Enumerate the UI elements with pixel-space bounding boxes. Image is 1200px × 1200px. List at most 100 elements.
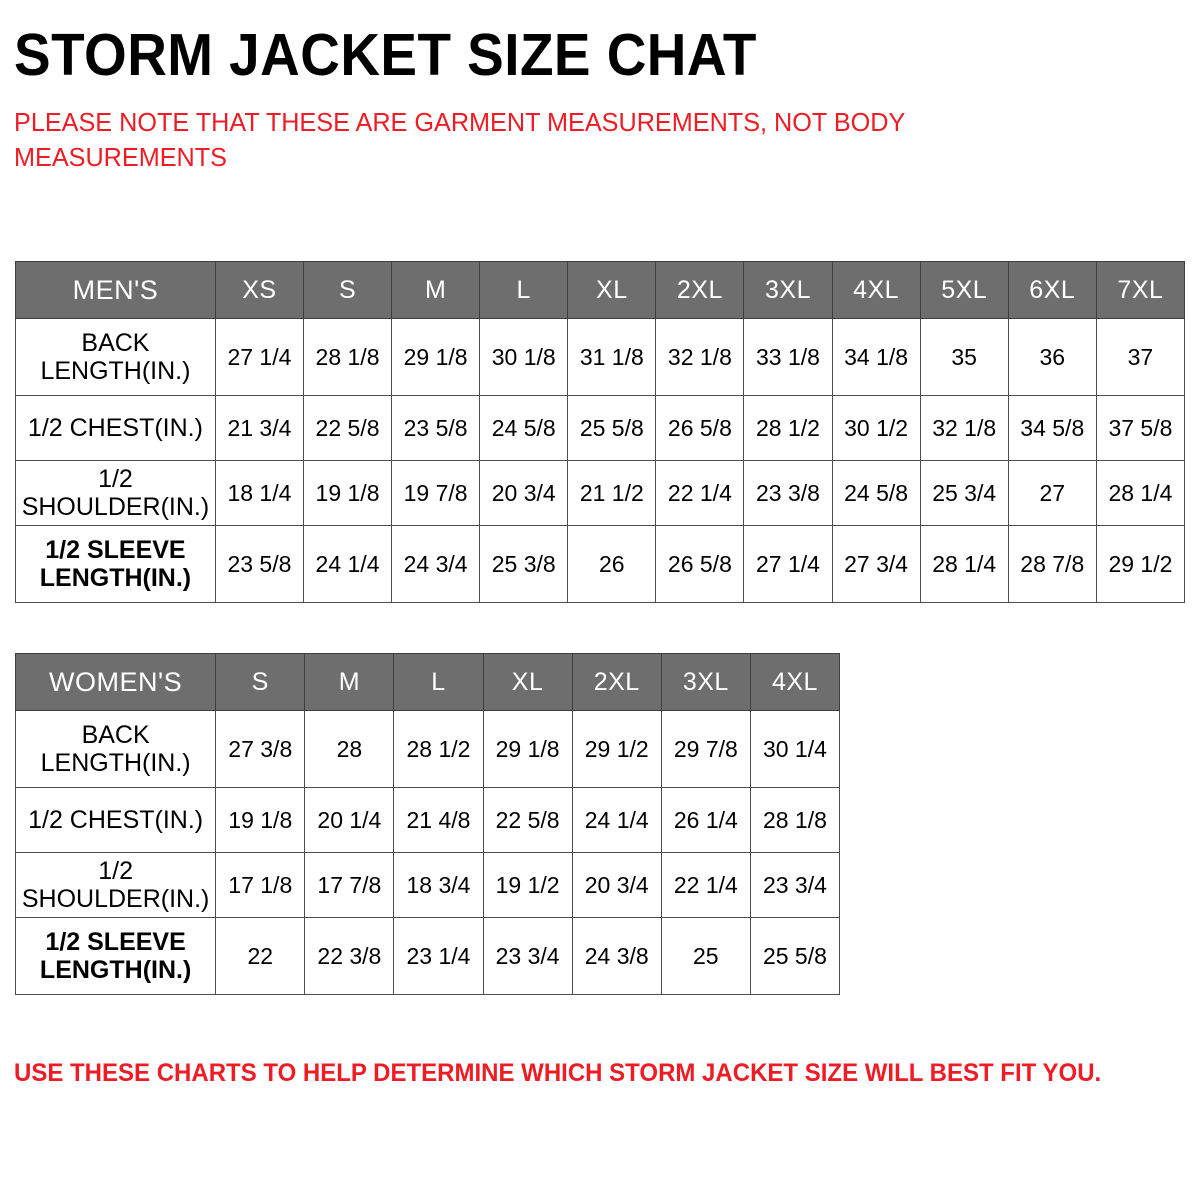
- measurement-cell: 28 1/4: [919, 525, 1009, 603]
- womens-row-label: 1/2 CHEST(IN.): [14, 787, 217, 853]
- measurement-value: 26: [599, 550, 625, 577]
- measurement-value: 32 1/8: [932, 414, 997, 441]
- measurement-cell: 37: [1095, 318, 1186, 396]
- table-row: 1/2 SHOULDER(IN.) 18 1/4 19 1/8 19 7/8 20 3/…: [15, 460, 1186, 526]
- measurement-value: 19 1/8: [315, 479, 380, 506]
- measurement-cell: 28 1/8: [749, 787, 841, 853]
- measurement-value: 30 1/4: [762, 735, 827, 762]
- womens-row-label: 1/2 SLEEVE LENGTH(IN.): [14, 917, 217, 995]
- mens-table-header: MEN'S XS S M L XL 2XL 3XL 4XL 5XL 6XL 7XL: [15, 261, 1186, 319]
- measurement-cell: 27 3/8: [215, 710, 306, 788]
- measurement-value: 21 4/8: [406, 806, 471, 833]
- row-label-line-2: LENGTH(IN.): [39, 956, 192, 984]
- measurement-value: 24 1/4: [315, 550, 380, 577]
- measurement-cell: 37 5/8: [1095, 395, 1186, 461]
- measurement-cell: 29 1/2: [1095, 525, 1186, 603]
- measurement-cell: 36: [1007, 318, 1097, 396]
- measurement-value: 23 5/8: [403, 414, 468, 441]
- measurement-cell: 31 1/8: [567, 318, 657, 396]
- row-label-line-2: LENGTH(IN.): [39, 564, 192, 592]
- measurement-value: 35: [951, 343, 977, 370]
- mens-column-header-4xl: 4XL: [831, 261, 921, 319]
- measurement-cell: 24 5/8: [479, 395, 569, 461]
- measurement-value: 28 1/2: [406, 735, 471, 762]
- measurement-cell: 24 1/4: [571, 787, 662, 853]
- table-row: 1/2 SLEEVE LENGTH(IN.) 22 22 3/8 23 1/4 23 3/…: [14, 917, 841, 995]
- measurement-cell: 26 5/8: [655, 395, 745, 461]
- measurement-value: 30 1/2: [844, 414, 909, 441]
- mens-row-label: 1/2 SHOULDER(IN.): [15, 460, 216, 526]
- womens-corner-label: WOMEN'S: [14, 653, 217, 711]
- womens-row-label: 1/2 SHOULDER(IN.): [14, 852, 217, 918]
- womens-table-header: WOMEN'S S M L XL 2XL 3XL 4XL: [14, 653, 841, 711]
- measurement-value: 29 1/8: [495, 735, 560, 762]
- measurement-value: 27 1/4: [227, 343, 292, 370]
- measurement-cell: 18 1/4: [214, 460, 304, 526]
- measurement-cell: 19 7/8: [391, 460, 481, 526]
- measurement-value: 26 5/8: [667, 414, 732, 441]
- row-label-line-1: 1/2 SLEEVE: [45, 536, 186, 564]
- measurement-cell: 30 1/4: [749, 710, 841, 788]
- womens-column-header-m: M: [304, 653, 395, 711]
- measurement-value: 22 1/4: [673, 871, 738, 898]
- measurement-cell: 24 5/8: [831, 460, 921, 526]
- measurement-cell: 18 3/4: [393, 852, 484, 918]
- measurement-cell: 27: [1007, 460, 1097, 526]
- measurement-value: 17 7/8: [317, 871, 382, 898]
- measurement-value: 28 7/8: [1020, 550, 1085, 577]
- measurement-value: 26 5/8: [667, 550, 732, 577]
- measurement-cell: 23 5/8: [391, 395, 481, 461]
- measurement-cell: 25: [660, 917, 751, 995]
- measurement-value: 24 5/8: [491, 414, 556, 441]
- measurement-cell: 28 1/2: [393, 710, 484, 788]
- measurement-cell: 24 3/4: [391, 525, 481, 603]
- womens-row-label: BACK LENGTH(IN.): [14, 710, 217, 788]
- measurement-cell: 23 3/4: [749, 852, 841, 918]
- measurement-cell: 17 7/8: [304, 852, 395, 918]
- measurement-value: 19 7/8: [403, 479, 468, 506]
- measurement-value: 28 1/4: [932, 550, 997, 577]
- row-label-line-1: BACK: [81, 721, 150, 749]
- measurement-value: 24 1/4: [584, 806, 649, 833]
- measurement-cell: 20 3/4: [479, 460, 569, 526]
- measurement-value: 28 1/8: [315, 343, 380, 370]
- mens-column-header-xs: XS: [214, 261, 304, 319]
- measurement-cell: 34 1/8: [831, 318, 921, 396]
- table-row: 1/2 SLEEVE LENGTH(IN.) 23 5/8 24 1/4 24 3/4 2…: [15, 525, 1186, 603]
- measurement-value: 21 1/2: [579, 479, 644, 506]
- table-row: BACK LENGTH(IN.) 27 1/4 28 1/8 29 1/8 30 1/8 3…: [15, 318, 1186, 396]
- measurement-cell: 35: [919, 318, 1009, 396]
- measurement-cell: 25 3/4: [919, 460, 1009, 526]
- measurement-value: 19 1/8: [228, 806, 293, 833]
- womens-size-table: WOMEN'S S M L XL 2XL 3XL 4XL BACK LENGTH(IN.) 27 …: [14, 653, 841, 995]
- mens-table-body: BACK LENGTH(IN.) 27 1/4 28 1/8 29 1/8 30 1/8 3…: [15, 318, 1186, 603]
- womens-column-header-xl: XL: [482, 653, 573, 711]
- table-row: 1/2 SHOULDER(IN.) 17 1/8 17 7/8 18 3/4 19 1/…: [14, 852, 841, 918]
- measurement-value: 25 3/4: [932, 479, 997, 506]
- measurement-cell: 32 1/8: [655, 318, 745, 396]
- table-row: 1/2 CHEST(IN.) 19 1/8 20 1/4 21 4/8 22 5/8 24…: [14, 787, 841, 853]
- measurement-value: 24 3/4: [403, 550, 468, 577]
- measurement-value: 25 5/8: [762, 942, 827, 969]
- measurement-cell: 25 5/8: [567, 395, 657, 461]
- measurement-value: 25 5/8: [579, 414, 644, 441]
- measurement-value: 23 3/4: [495, 942, 560, 969]
- measurement-value: 24 3/8: [584, 942, 649, 969]
- measurement-value: 27: [1039, 479, 1066, 506]
- mens-size-table-container: MEN'S XS S M L XL 2XL 3XL 4XL 5XL 6XL 7XL BACK LENGT…: [15, 261, 1186, 603]
- measurement-cell: 19 1/8: [215, 787, 306, 853]
- mens-column-header-xl: XL: [567, 261, 657, 319]
- measurement-cell: 22 5/8: [482, 787, 573, 853]
- measurement-cell: 27 1/4: [743, 525, 833, 603]
- measurement-cell: 27 3/4: [831, 525, 921, 603]
- mens-column-header-3xl: 3XL: [743, 261, 833, 319]
- measurement-cell: 26: [567, 525, 657, 603]
- measurement-value: 28 1/8: [762, 806, 827, 833]
- measurement-value: 30 1/8: [491, 343, 556, 370]
- page-title: STORM JACKET SIZE CHAT: [14, 22, 757, 88]
- womens-size-table-container: WOMEN'S S M L XL 2XL 3XL 4XL BACK LENGTH(IN.) 27 …: [14, 653, 841, 995]
- measurement-cell: 30 1/2: [831, 395, 921, 461]
- measurement-value: 22 3/8: [317, 942, 382, 969]
- measurement-value: 22 5/8: [495, 806, 560, 833]
